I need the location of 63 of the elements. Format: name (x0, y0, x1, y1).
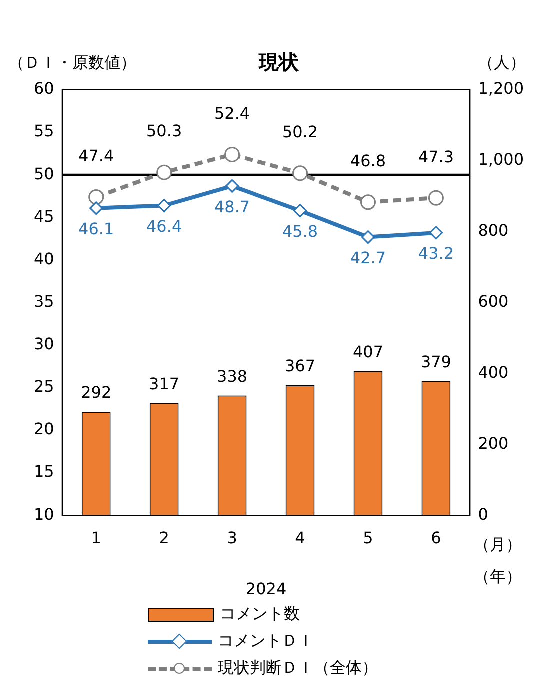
y-tick-label: 20 (34, 420, 54, 439)
data-label: 45.8 (282, 222, 318, 242)
data-label: 407 (352, 342, 384, 362)
x-tick-label: 4 (295, 528, 306, 548)
y-tick-label: 55 (34, 122, 54, 141)
y-tick-label: 15 (34, 462, 54, 482)
point (224, 146, 240, 162)
data-label: 52.4 (214, 104, 250, 123)
text: （月） (474, 534, 522, 554)
data-label: 47.3 (418, 147, 454, 166)
y2-tick-label: 1,200 (478, 79, 524, 98)
point (294, 204, 308, 218)
y-tick-label: 45 (34, 206, 54, 226)
data-label: 338 (217, 366, 248, 386)
data-label: 50.2 (282, 122, 318, 142)
legend-label: コメントＤＩ (218, 631, 314, 652)
text: （年） (474, 566, 522, 586)
y-tick-label: 40 (34, 249, 54, 268)
point (361, 230, 375, 244)
data-label: 367 (284, 356, 316, 376)
x-tick-label: 5 (363, 528, 374, 548)
data-label: 379 (420, 352, 452, 372)
point (88, 190, 104, 205)
y2-tick-label: 0 (478, 504, 488, 524)
point (156, 164, 172, 180)
y-tick-label: 25 (34, 377, 54, 396)
data-label: 47.4 (78, 146, 114, 166)
y2-tick-label: 400 (478, 362, 509, 382)
data-label: 46.8 (350, 152, 386, 171)
chart-title: 現状 (258, 50, 300, 74)
data-label: 42.7 (350, 248, 386, 268)
y-tick-label: 60 (34, 79, 54, 98)
y2-tick-label: 200 (478, 434, 509, 453)
data-label: 48.7 (214, 197, 250, 216)
point (428, 190, 444, 206)
legend-label: コメント数 (220, 604, 300, 625)
y2-axis-title: （人） (478, 53, 526, 72)
data-label: 50.3 (146, 122, 182, 141)
y2-tick-label: 800 (478, 221, 509, 240)
data-label: 46.4 (146, 216, 182, 236)
x-tick-label: 2 (159, 528, 170, 548)
x-tick-label: 1 (91, 528, 102, 548)
point (158, 199, 172, 213)
y2-tick-label: 1,000 (478, 150, 524, 170)
point (90, 202, 104, 216)
data-label: 46.1 (78, 219, 114, 238)
x-tick-label: 6 (431, 528, 442, 548)
point (429, 226, 443, 240)
y-tick-label: 10 (34, 504, 54, 524)
x-tick-label: 3 (227, 528, 238, 548)
y-tick-label: 35 (34, 292, 54, 311)
y-tick-label: 50 (34, 164, 54, 184)
point (226, 179, 240, 193)
data-label: 43.2 (418, 244, 454, 264)
data-label: 292 (81, 383, 112, 402)
y2-tick-label: 600 (478, 292, 509, 311)
y-tick-label: 30 (34, 334, 54, 354)
x-axis-title: 2024 (246, 580, 287, 599)
y-axis-title: （ＤＩ・原数値） (8, 53, 136, 72)
point (292, 166, 308, 182)
point (360, 194, 376, 210)
data-label: 317 (149, 374, 180, 394)
legend-label: 現状判断ＤＩ（全体） (218, 658, 378, 679)
